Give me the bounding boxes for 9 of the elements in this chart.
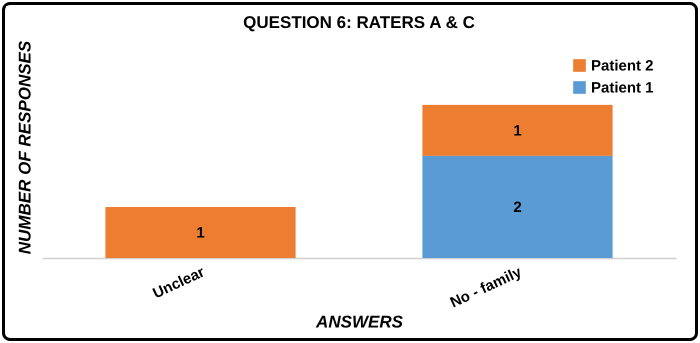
y-axis-title: NUMBER OF RESPONSES bbox=[16, 40, 34, 254]
x-axis-title: ANSWERS bbox=[315, 312, 404, 332]
data-label: 2 bbox=[513, 198, 522, 216]
chart-title: QUESTION 6: RATERS A & C bbox=[243, 13, 475, 32]
legend-label: Patient 1 bbox=[591, 80, 654, 96]
x-tick-label: No - family bbox=[448, 263, 525, 312]
data-label: 1 bbox=[513, 122, 522, 140]
legend-label: Patient 2 bbox=[591, 58, 654, 74]
data-label: 1 bbox=[196, 224, 205, 242]
